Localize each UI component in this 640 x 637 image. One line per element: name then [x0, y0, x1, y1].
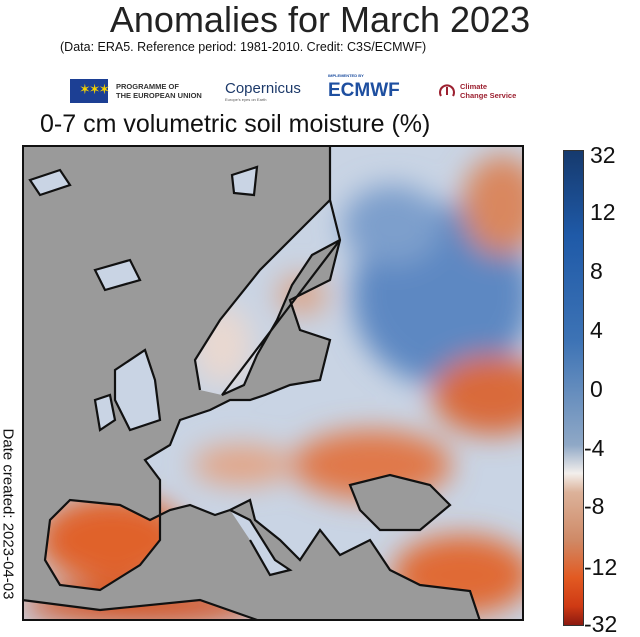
eu-text-1: PROGRAMME OF: [116, 82, 179, 91]
copernicus-tagline: Europe's eyes on Earth: [225, 97, 267, 102]
eu-logo: ✶✶✶ PROGRAMME OF THE EUROPEAN UNION: [70, 76, 202, 106]
date-created: Date created: 2023-04-03: [0, 428, 17, 600]
c3s-logo: Climate Change Service: [438, 76, 516, 106]
colorbar-tick: 4: [590, 317, 603, 343]
variable-title: 0-7 cm volumetric soil moisture (%): [40, 110, 431, 138]
c3s-text-1: Climate: [460, 82, 488, 91]
colorbar-tick: -8: [584, 493, 605, 519]
ecmwf-logo: IMPLEMENTED BY ECMWF: [328, 73, 400, 106]
figure-subtitle: (Data: ERA5. Reference period: 1981-2010…: [60, 40, 427, 54]
c3s-text-2: Change Service: [460, 91, 517, 100]
map-frame: [22, 145, 524, 621]
coastlines: [22, 145, 482, 621]
europe-anomaly-map: [22, 145, 524, 621]
copernicus-text: Copernicus: [225, 80, 301, 97]
colorbar: [563, 150, 584, 626]
colorbar-tick: -4: [584, 435, 605, 461]
ecmwf-text: ECMWF: [328, 80, 400, 101]
eu-text-2: THE EUROPEAN UNION: [116, 91, 202, 100]
colorbar-tick: -12: [584, 554, 618, 580]
figure-title: Anomalies for March 2023: [109, 0, 531, 40]
colorbar-tick: 32: [590, 142, 616, 168]
eu-flag-icon: ✶✶✶: [70, 79, 110, 103]
black-sea: [348, 473, 452, 532]
copernicus-logo: Copernicus Europe's eyes on Earth: [225, 76, 301, 106]
colorbar-tick: 0: [590, 376, 603, 402]
colorbar-tick: 12: [590, 199, 616, 225]
logo-strip: ✶✶✶ PROGRAMME OF THE EUROPEAN UNION Coper…: [70, 73, 530, 106]
ecmwf-prefix: IMPLEMENTED BY: [328, 73, 364, 78]
colorbar-tick: 8: [590, 258, 603, 284]
colorbar-tick: -32: [584, 611, 618, 637]
c3s-thermometer-icon: [439, 84, 455, 97]
